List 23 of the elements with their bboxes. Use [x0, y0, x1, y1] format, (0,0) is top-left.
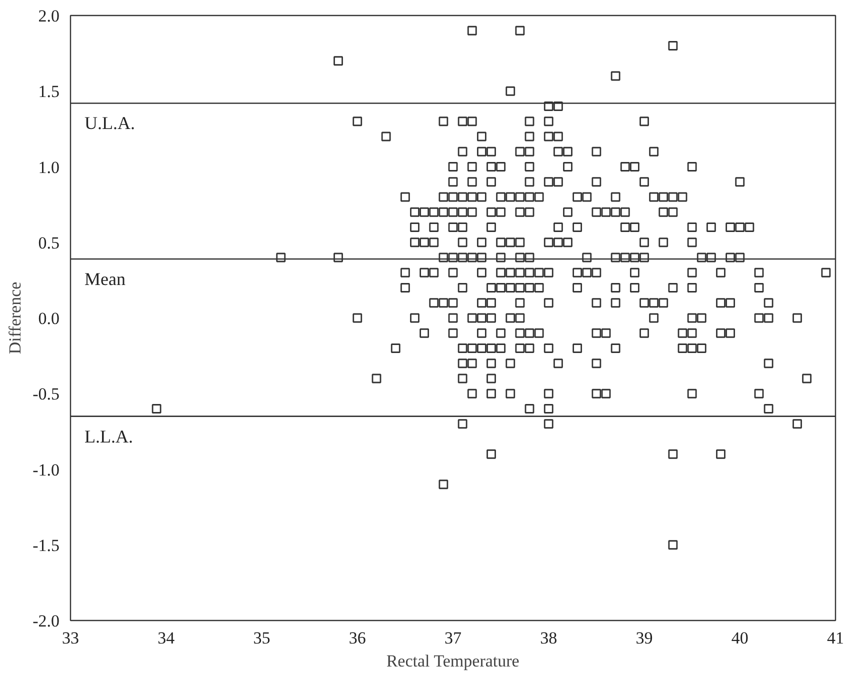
y-tick-label: 0.0 [38, 309, 60, 328]
y-tick-label: 1.0 [38, 158, 60, 177]
y-tick-label: -1.5 [32, 536, 60, 555]
x-tick-label: 40 [731, 628, 748, 648]
y-tick-label: 0.5 [38, 233, 60, 252]
y-tick-label: -1.0 [32, 460, 60, 480]
y-tick-label: 1.5 [38, 82, 60, 102]
x-tick-label: 39 [636, 628, 653, 648]
y-tick-label: -2.0 [32, 612, 60, 630]
ref-line-label: L.L.A. [84, 426, 133, 446]
x-tick-label: 37 [444, 628, 462, 648]
x-tick-label: 36 [348, 628, 366, 648]
x-tick-label: 33 [62, 628, 79, 648]
y-tick-label: 2.0 [38, 6, 60, 26]
x-tick-label: 38 [540, 628, 558, 648]
x-tick-label: 41 [827, 628, 844, 648]
x-tick-label: 34 [158, 628, 176, 648]
y-tick-label: -0.5 [32, 384, 60, 404]
ref-line-label: U.L.A. [84, 113, 135, 134]
ref-line-label: Mean [84, 269, 126, 290]
y-axis-title: Difference [6, 282, 25, 354]
x-tick-label: 35 [253, 628, 270, 648]
x-axis-title: Rectal Temperature [386, 652, 520, 670]
